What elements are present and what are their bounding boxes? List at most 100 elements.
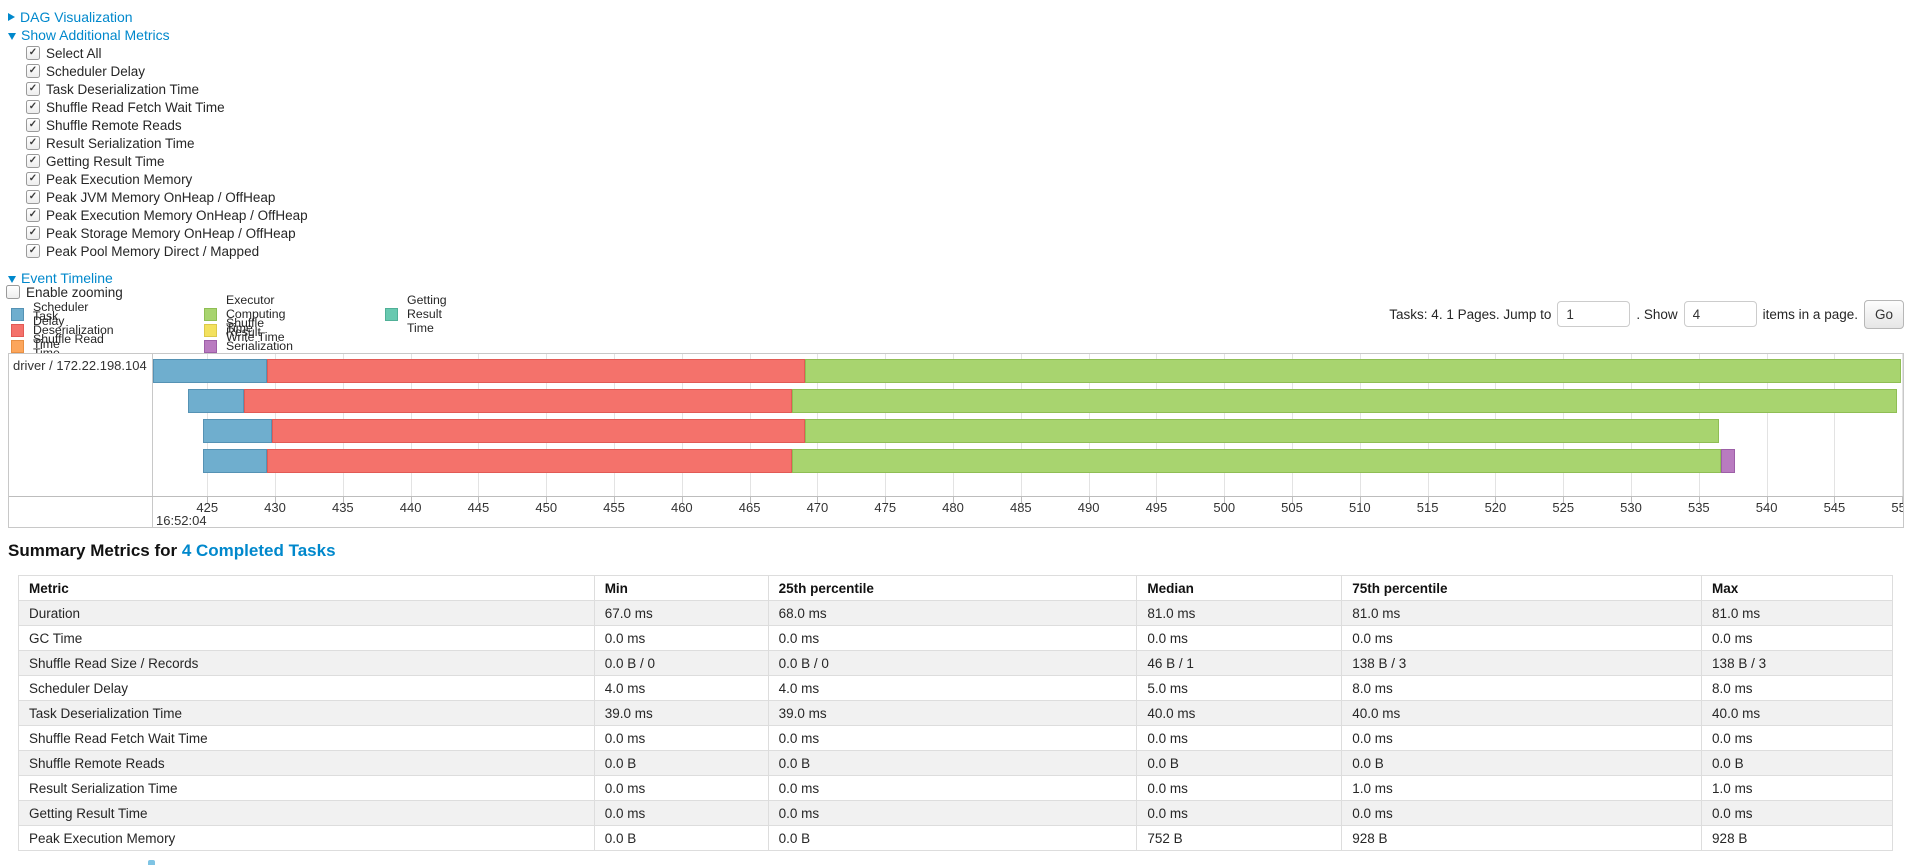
task-bar-segment-deserialization[interactable] xyxy=(243,389,792,413)
task-bar-segment-deserialization[interactable] xyxy=(266,359,806,383)
metric-name-cell: Peak Execution Memory xyxy=(18,825,595,851)
metric-checkbox-getting-result-time[interactable]: Getting Result Time xyxy=(26,152,308,170)
metric-checkbox-label: Getting Result Time xyxy=(46,153,165,169)
task-bar-segment-scheduler-delay[interactable] xyxy=(188,389,244,413)
metric-value-cell: 0.0 ms xyxy=(593,625,769,651)
checkbox-checked-icon[interactable] xyxy=(26,100,40,114)
table-row: Task Deserialization Time 39.0 ms 39.0 ms 4… xyxy=(18,700,1893,726)
checkbox-unchecked-icon[interactable] xyxy=(6,285,20,299)
metric-value-cell: 0.0 B xyxy=(593,825,769,851)
metric-value-cell: 40.0 ms xyxy=(1341,700,1703,726)
metric-name-cell: Duration xyxy=(18,600,595,626)
summary-title-text: Summary Metrics for xyxy=(8,541,182,560)
axis-tick-mark xyxy=(1088,496,1090,503)
items-per-page-input[interactable] xyxy=(1683,301,1757,327)
table-row: Shuffle Read Fetch Wait Time 0.0 ms 0.0 ms… xyxy=(18,725,1893,751)
legend-label: Executor Computing Time xyxy=(226,293,286,335)
checkbox-checked-icon[interactable] xyxy=(26,64,40,78)
jump-to-page-input[interactable] xyxy=(1557,301,1631,327)
task-bar-segment-computing[interactable] xyxy=(805,359,1901,383)
legend-swatch-icon xyxy=(11,307,24,321)
event-timeline-toggle[interactable]: Event Timeline xyxy=(8,270,113,286)
metric-value-cell: 0.0 B xyxy=(593,750,769,776)
metric-value-cell: 39.0 ms xyxy=(593,700,769,726)
metric-value-cell: 0.0 ms xyxy=(767,725,1138,751)
task-bar-segment-computing[interactable] xyxy=(805,419,1720,443)
metric-value-cell: 0.0 ms xyxy=(1341,800,1703,826)
axis-tick-label: 445 xyxy=(467,500,490,515)
table-column-header: Median xyxy=(1136,575,1343,601)
axis-tick-mark xyxy=(1224,496,1226,503)
metric-value-cell: 5.0 ms xyxy=(1136,675,1343,701)
task-bar-segment-scheduler-delay[interactable] xyxy=(153,359,267,383)
metric-checkbox-peak-jvm-memory-onheap-offheap[interactable]: Peak JVM Memory OnHeap / OffHeap xyxy=(26,188,308,206)
metric-checkbox-scheduler-delay[interactable]: Scheduler Delay xyxy=(26,62,308,80)
dag-visualization-label: DAG Visualization xyxy=(20,9,133,25)
metric-value-cell: 0.0 ms xyxy=(1136,725,1343,751)
metric-checkbox-shuffle-read-fetch-wait-time[interactable]: Shuffle Read Fetch Wait Time xyxy=(26,98,308,116)
metric-checkbox-select-all[interactable]: Select All xyxy=(26,44,308,62)
tasks-pages-text: Tasks: 4. 1 Pages. Jump to xyxy=(1389,306,1552,322)
task-bar-segment-result-serialization[interactable] xyxy=(1720,449,1736,473)
metric-value-cell: 1.0 ms xyxy=(1341,775,1703,801)
metric-value-cell: 68.0 ms xyxy=(767,600,1138,626)
metric-value-cell: 0.0 B xyxy=(1136,750,1343,776)
metric-checkbox-label: Result Serialization Time xyxy=(46,135,195,151)
dag-visualization-toggle[interactable]: DAG Visualization xyxy=(8,9,133,25)
checkbox-checked-icon[interactable] xyxy=(26,118,40,132)
checkbox-checked-icon[interactable] xyxy=(26,190,40,204)
table-column-header: 25th percentile xyxy=(767,575,1138,601)
metric-value-cell: 0.0 ms xyxy=(1701,725,1893,751)
axis-tick-mark xyxy=(614,496,616,503)
task-bar-segment-computing[interactable] xyxy=(791,449,1721,473)
metric-value-cell: 40.0 ms xyxy=(1701,700,1893,726)
enable-zooming-checkbox[interactable]: Enable zooming xyxy=(6,283,123,301)
task-bar-segment-deserialization[interactable] xyxy=(272,419,806,443)
metric-value-cell: 67.0 ms xyxy=(593,600,769,626)
show-text: . Show xyxy=(1636,306,1678,322)
summary-metrics-table: Metric Min 25th percentile Median 75th perce… xyxy=(18,575,1893,851)
metric-value-cell: 81.0 ms xyxy=(1341,600,1703,626)
metric-checkbox-peak-execution-memory[interactable]: Peak Execution Memory xyxy=(26,170,308,188)
metric-value-cell: 8.0 ms xyxy=(1341,675,1703,701)
completed-tasks-link[interactable]: 4 Completed Tasks xyxy=(181,541,336,560)
checkbox-checked-icon[interactable] xyxy=(26,226,40,240)
task-bar-segment-computing[interactable] xyxy=(791,389,1897,413)
axis-tick-label: 520 xyxy=(1484,500,1507,515)
checkbox-checked-icon[interactable] xyxy=(26,46,40,60)
metric-value-cell: 0.0 ms xyxy=(767,800,1138,826)
checkbox-checked-icon[interactable] xyxy=(26,244,40,258)
checkbox-checked-icon[interactable] xyxy=(26,172,40,186)
task-bar-segment-scheduler-delay[interactable] xyxy=(203,419,273,443)
metric-checkbox-result-serialization-time[interactable]: Result Serialization Time xyxy=(26,134,308,152)
axis-tick-label: 530 xyxy=(1620,500,1642,515)
axis-gridline xyxy=(1766,354,1768,496)
checkbox-checked-icon[interactable] xyxy=(26,154,40,168)
metric-checkbox-label: Peak Pool Memory Direct / Mapped xyxy=(46,243,260,259)
task-bar-segment-scheduler-delay[interactable] xyxy=(203,449,267,473)
table-header-row: Metric Min 25th percentile Median 75th perce… xyxy=(18,575,1893,601)
expanded-arrow-icon xyxy=(8,275,16,283)
metric-checkbox-task-deserialization-time[interactable]: Task Deserialization Time xyxy=(26,80,308,98)
checkbox-checked-icon[interactable] xyxy=(26,82,40,96)
metric-checkbox-shuffle-remote-reads[interactable]: Shuffle Remote Reads xyxy=(26,116,308,134)
checkbox-checked-icon[interactable] xyxy=(26,208,40,222)
metric-checkbox-peak-execution-memory-onheap-offheap[interactable]: Peak Execution Memory OnHeap / OffHeap xyxy=(26,206,308,224)
metric-value-cell: 752 B xyxy=(1136,825,1343,851)
metric-checkbox-label: Shuffle Remote Reads xyxy=(46,117,182,133)
checkbox-checked-icon[interactable] xyxy=(26,136,40,150)
metric-checkbox-peak-pool-memory-direct-mapped[interactable]: Peak Pool Memory Direct / Mapped xyxy=(26,242,308,260)
show-additional-metrics-toggle[interactable]: Show Additional Metrics xyxy=(8,27,170,43)
task-bar-segment-deserialization[interactable] xyxy=(266,449,792,473)
axis-tick-label: 455 xyxy=(603,500,625,515)
axis-tick-mark xyxy=(275,496,277,503)
expanded-arrow-icon xyxy=(8,32,16,40)
legend-label: Scheduler Delay xyxy=(33,300,89,328)
axis-tick-label: 490 xyxy=(1077,500,1100,515)
go-button[interactable]: Go xyxy=(1863,299,1904,329)
metric-checkbox-peak-storage-memory-onheap-offheap[interactable]: Peak Storage Memory OnHeap / OffHeap xyxy=(26,224,308,242)
metric-value-cell: 928 B xyxy=(1341,825,1703,851)
axis-tick-label: 435 xyxy=(331,500,354,515)
metric-checkbox-label: Shuffle Read Fetch Wait Time xyxy=(46,99,225,115)
legend-item: Executor Computing Time xyxy=(204,293,293,335)
